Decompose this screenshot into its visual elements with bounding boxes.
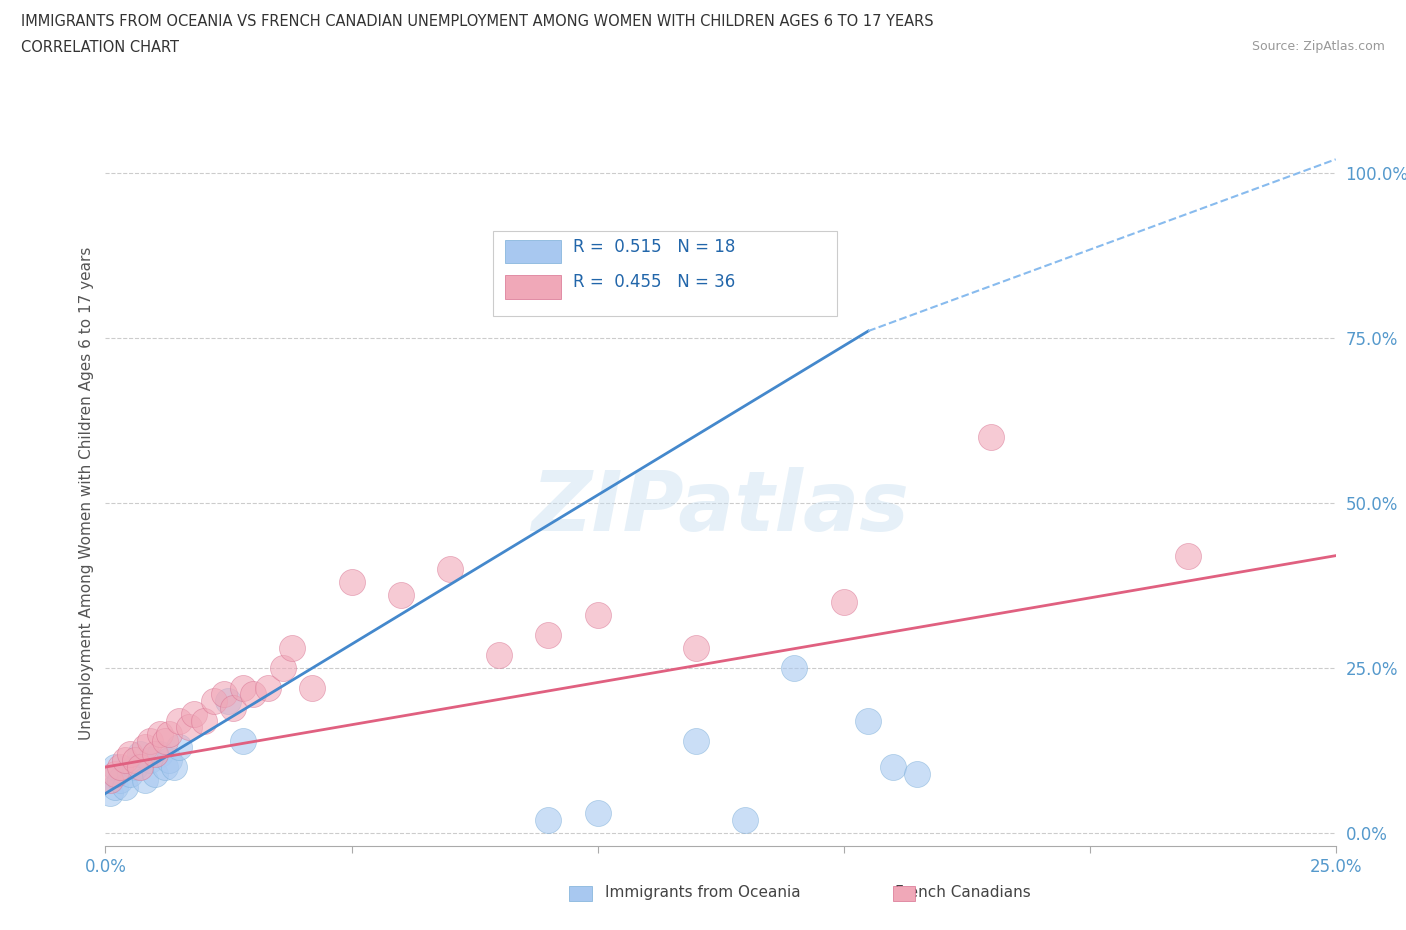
Point <box>124 760 146 775</box>
Point <box>159 726 180 741</box>
Point <box>104 760 127 775</box>
Text: R =  0.455   N = 36: R = 0.455 N = 36 <box>574 273 735 291</box>
Point <box>183 707 205 722</box>
Point <box>143 747 166 762</box>
FancyBboxPatch shape <box>505 240 561 263</box>
Point <box>907 766 929 781</box>
Point <box>537 813 560 828</box>
Point <box>110 773 132 788</box>
Point <box>218 694 240 709</box>
Point <box>98 773 122 788</box>
FancyBboxPatch shape <box>505 275 561 299</box>
Point <box>153 760 176 775</box>
Point <box>143 766 166 781</box>
Point <box>120 766 141 781</box>
Point <box>734 813 756 828</box>
Point <box>257 681 280 696</box>
Point <box>193 713 215 728</box>
Text: IMMIGRANTS FROM OCEANIA VS FRENCH CANADIAN UNEMPLOYMENT AMONG WOMEN WITH CHILDRE: IMMIGRANTS FROM OCEANIA VS FRENCH CANADI… <box>21 14 934 29</box>
Point <box>138 753 162 768</box>
Point <box>271 660 294 675</box>
Y-axis label: Unemployment Among Women with Children Ages 6 to 17 years: Unemployment Among Women with Children A… <box>79 246 94 739</box>
Point <box>134 739 156 754</box>
Point <box>222 700 245 715</box>
Point <box>488 647 510 662</box>
Point <box>159 753 180 768</box>
Point <box>858 713 880 728</box>
Point <box>242 687 264 702</box>
Point <box>232 733 254 748</box>
Point <box>340 575 363 590</box>
Text: French Canadians: French Canadians <box>896 885 1031 900</box>
Point <box>783 660 806 675</box>
Point <box>114 753 136 768</box>
Point <box>685 733 707 748</box>
Point <box>281 641 304 656</box>
Point <box>149 747 172 762</box>
Point <box>114 779 136 794</box>
Point <box>301 681 323 696</box>
Point <box>169 713 191 728</box>
Point <box>980 430 1002 445</box>
FancyBboxPatch shape <box>494 232 838 316</box>
Point <box>586 805 609 820</box>
Point <box>537 628 560 643</box>
Point <box>129 747 152 762</box>
Text: Source: ZipAtlas.com: Source: ZipAtlas.com <box>1251 40 1385 53</box>
Point <box>179 720 201 735</box>
Text: Immigrants from Oceania: Immigrants from Oceania <box>605 885 801 900</box>
Point <box>169 739 191 754</box>
Point <box>124 753 146 768</box>
Point <box>685 641 707 656</box>
Point <box>212 687 235 702</box>
Point <box>163 760 186 775</box>
Point <box>153 733 176 748</box>
Point <box>149 726 172 741</box>
Point <box>104 766 127 781</box>
Point <box>586 607 609 622</box>
Text: R =  0.515   N = 18: R = 0.515 N = 18 <box>574 238 735 256</box>
Text: ZIPatlas: ZIPatlas <box>531 467 910 548</box>
Point <box>110 760 132 775</box>
Point <box>134 773 156 788</box>
Point <box>129 760 152 775</box>
Point <box>882 760 904 775</box>
Point <box>138 733 162 748</box>
Point <box>389 588 412 603</box>
Point <box>98 786 122 801</box>
Text: CORRELATION CHART: CORRELATION CHART <box>21 40 179 55</box>
Point <box>1177 548 1199 563</box>
Point <box>202 694 225 709</box>
Point <box>832 594 855 609</box>
Point <box>232 681 254 696</box>
Point <box>439 562 461 577</box>
Point <box>104 779 127 794</box>
Point <box>120 747 141 762</box>
